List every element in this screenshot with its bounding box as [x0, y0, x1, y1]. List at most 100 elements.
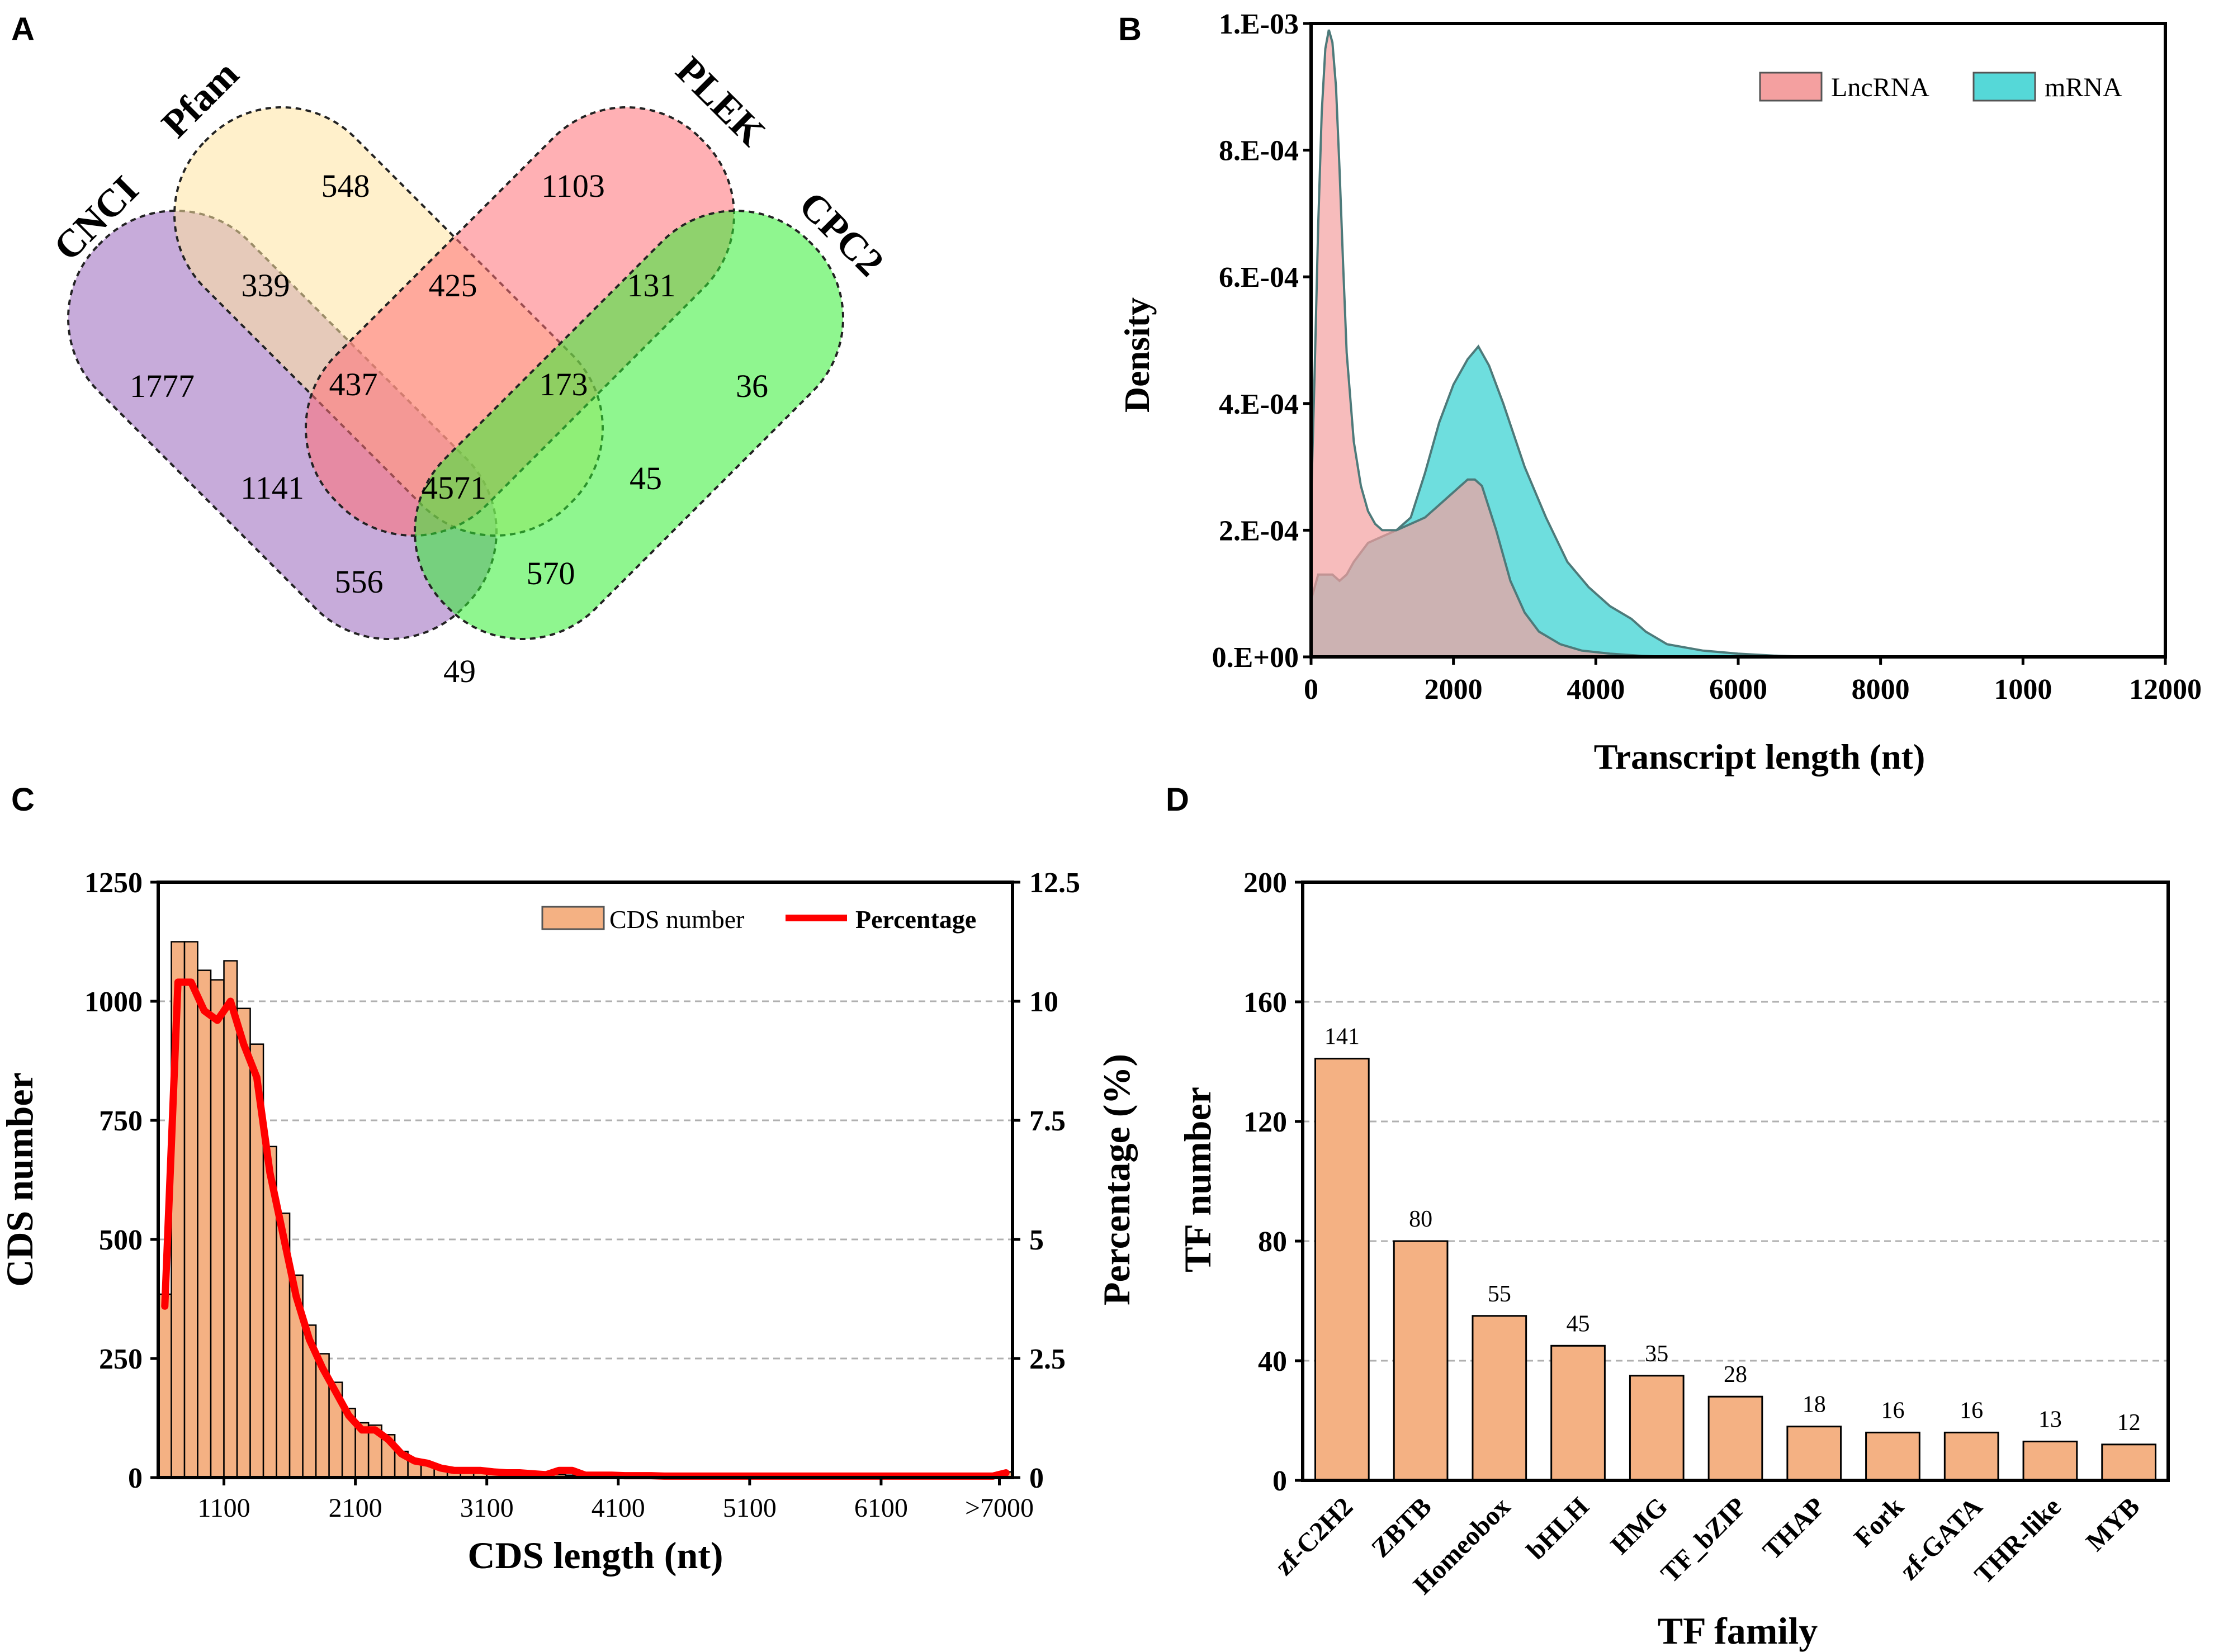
- c-ytick-label: 1250: [84, 867, 143, 899]
- venn-region-cnci-plek: 1141: [240, 470, 304, 506]
- b-ytick-label: 1.E-03: [1219, 8, 1299, 40]
- tf-bar-tf_bzip: [1707, 1395, 1763, 1481]
- venn-region-cpc2-only: 36: [736, 368, 768, 404]
- tf-data-label: 16: [1960, 1398, 1983, 1423]
- b-axis-title-y: Density: [1117, 297, 1157, 413]
- tf-data-label: 18: [1803, 1392, 1826, 1418]
- tf-bar-zf-c2h2: [1314, 1058, 1370, 1481]
- legend-swatch-lncrna: [1759, 72, 1823, 102]
- panel-d-tf-chart: 141 80 55 45 35 28 18 16 16 13 12 0 40 80 120 160 200 z…: [1176, 867, 2170, 1652]
- venn-region-pfam-cpc2: 45: [630, 460, 662, 496]
- venn-region-cnci-cpc2: 49: [443, 653, 476, 689]
- c-axis-title-y: CDS number: [0, 1072, 41, 1287]
- panel-c-cds-histogram: 0 250 500 750 1000 1250 0 2.5 5 7.5 10 12.5 1100 21…: [0, 867, 1138, 1577]
- b-xtick-label: 8000: [1852, 674, 1910, 706]
- tf-data-label: 12: [2117, 1410, 2141, 1436]
- tf-data-label: 16: [1881, 1398, 1904, 1423]
- c-xtick-label: 1100: [197, 1493, 250, 1523]
- cds-bar: [157, 1293, 172, 1479]
- cds-bar: [197, 969, 212, 1479]
- c-ytick-label: 0: [128, 1462, 143, 1494]
- b-ytick-label: 4.E-04: [1219, 389, 1299, 420]
- venn-ellipse-plek: [305, 106, 735, 537]
- b-xtick-label: 4000: [1567, 674, 1625, 706]
- c-y2tick-label: 10: [1029, 986, 1058, 1018]
- d-xtick-label: zf-C2H2: [1269, 1492, 1359, 1581]
- c-axis-title-y2: Percentage (%): [1095, 1054, 1138, 1305]
- c-y2tick-label: 2.5: [1029, 1343, 1066, 1375]
- venn-region-cnci-pfam-plek: 437: [329, 366, 378, 403]
- tf-data-label: 55: [1488, 1281, 1511, 1307]
- tf-bar-zf-gata: [1943, 1431, 1999, 1481]
- c-axis-title-x: CDS length (nt): [467, 1534, 723, 1577]
- panel-label-c: C: [11, 782, 35, 818]
- tf-bar-myb: [2101, 1443, 2156, 1481]
- d-xtick-label: Fork: [1848, 1492, 1909, 1552]
- venn-region-cnci-pfam: 339: [242, 267, 290, 304]
- venn-region-plek-cpc2: 131: [627, 267, 676, 304]
- c-y2tick-label: 0: [1029, 1462, 1044, 1494]
- cds-bar: [223, 960, 238, 1479]
- d-xtick-label: HMG: [1605, 1492, 1673, 1560]
- d-xtick-label: TF_bZIP: [1655, 1492, 1752, 1588]
- c-y2tick-label: 12.5: [1029, 867, 1080, 899]
- plot-frame-c: [157, 881, 1014, 1479]
- venn-region-cnci-plek-cpc2: 556: [335, 564, 384, 600]
- d-xtick-label: THAP: [1757, 1492, 1831, 1565]
- tf-data-label: 35: [1645, 1341, 1668, 1367]
- b-ytick-label: 2.E-04: [1219, 515, 1299, 547]
- panel-label-a: A: [11, 11, 35, 48]
- venn-ellipses: [67, 106, 844, 640]
- c-xtick-label: 3100: [460, 1493, 514, 1523]
- density-area-lncrna: [1310, 29, 1810, 658]
- tf-bar-thap: [1786, 1426, 1842, 1481]
- tf-data-label: 13: [2038, 1407, 2062, 1432]
- legend-label-mrna: mRNA: [2045, 73, 2122, 102]
- b-ytick-label: 6.E-04: [1219, 262, 1299, 294]
- venn-region-pfam-plek: 425: [429, 267, 477, 304]
- d-ytick-label: 0: [1272, 1465, 1287, 1497]
- venn-diagram: CNCI Pfam PLEK CPC2 1777 548 1103 36 339…: [46, 49, 892, 689]
- c-xtick-label: 5100: [723, 1493, 777, 1523]
- b-axis-title-x: Transcript length (nt): [1594, 737, 1926, 777]
- d-axis-title-y: TF number: [1176, 1087, 1219, 1272]
- tf-bar-zbtb: [1393, 1240, 1449, 1481]
- tf-bar-fork: [1865, 1431, 1920, 1481]
- venn-region-pfam-only: 548: [321, 168, 370, 204]
- cds-bar: [183, 941, 198, 1479]
- b-ytick-label: 8.E-04: [1219, 135, 1299, 167]
- plot-frame-d: [1301, 881, 2170, 1482]
- c-ytick-label: 1000: [84, 986, 143, 1018]
- b-xtick-label: 0: [1304, 674, 1318, 706]
- tf-data-label: 28: [1724, 1362, 1747, 1388]
- d-ytick-label: 80: [1258, 1226, 1287, 1258]
- b-ytick-label: 0.E+00: [1212, 642, 1299, 674]
- tf-data-label: 80: [1409, 1206, 1432, 1232]
- d-xtick-label: THR-like: [1969, 1492, 2067, 1589]
- panel-label-b: B: [1118, 11, 1142, 48]
- tf-bar-bhlh: [1550, 1345, 1606, 1481]
- d-xtick-label: MYB: [2080, 1492, 2146, 1557]
- b-xtick-label: 6000: [1709, 674, 1767, 706]
- c-xtick-label: 6100: [854, 1493, 908, 1523]
- b-xtick-label: 12000: [2129, 674, 2202, 706]
- d-ytick-label: 200: [1243, 867, 1287, 899]
- tf-bar-homeobox: [1472, 1315, 1527, 1481]
- legend-swatch-cds-number: [541, 906, 605, 930]
- c-xtick-label: 4100: [592, 1493, 645, 1523]
- venn-ellipse-cpc2: [414, 210, 844, 640]
- venn-region-cnci-only: 1777: [130, 368, 195, 404]
- tf-bar-hmg: [1629, 1375, 1685, 1481]
- venn-region-cnci-pfam-cpc2: 570: [527, 555, 575, 591]
- tf-bar-thr-like: [2022, 1440, 2078, 1481]
- b-legend: LncRNA mRNA: [1759, 72, 2122, 102]
- venn-region-pfam-plek-cpc2: 173: [540, 366, 588, 403]
- c-ytick-label: 750: [99, 1105, 143, 1137]
- c-y2tick-label: 7.5: [1029, 1105, 1066, 1137]
- d-ytick-label: 120: [1243, 1106, 1287, 1138]
- c-xtick-label: >7000: [965, 1493, 1034, 1523]
- d-ytick-label: 160: [1243, 987, 1287, 1019]
- c-y2tick-label: 5: [1029, 1224, 1044, 1256]
- d-axis-title-x: TF family: [1658, 1610, 1818, 1652]
